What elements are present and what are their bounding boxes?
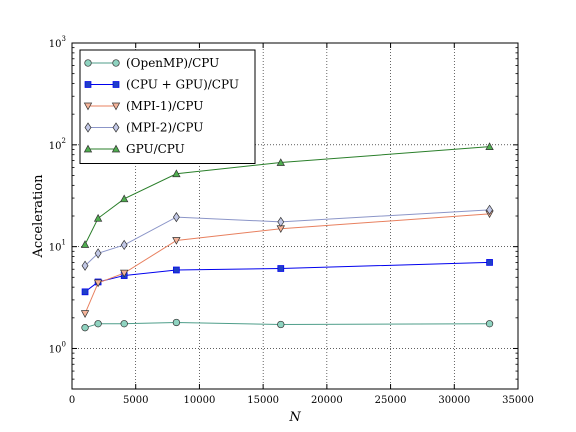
data-point	[120, 194, 129, 203]
legend-label: GPU/CPU	[126, 142, 185, 156]
x-tick-label: 10000	[184, 395, 216, 406]
data-point	[81, 324, 89, 332]
data-point	[485, 142, 494, 150]
x-tick-label: 30000	[438, 395, 470, 406]
series-line	[84, 146, 490, 245]
y-tick-exponent: 1	[62, 239, 66, 247]
data-point	[486, 204, 493, 215]
legend-item: GPU/CPU	[83, 142, 185, 156]
y-tick-exponent: 0	[62, 340, 66, 348]
data-point	[112, 59, 120, 67]
y-axis-label: Acceleration	[31, 174, 46, 259]
data-point	[80, 310, 90, 318]
x-tick-label: 20000	[311, 395, 343, 406]
data-point	[80, 240, 90, 248]
data-point	[277, 320, 285, 329]
legend-label: (CPU + GPU)/CPU	[126, 78, 239, 92]
y-tick-label: 102	[49, 137, 66, 152]
data-point	[172, 237, 181, 245]
x-tick-label: 5000	[123, 395, 148, 406]
legend-label: (MPI-2)/CPU	[126, 121, 203, 135]
series-0	[81, 318, 494, 332]
series-group	[80, 142, 494, 332]
legend: (OpenMP)/CPU (CPU + GPU)/CPU (MPI-1)/CPU (M…	[79, 49, 256, 164]
y-tick-base: 10	[49, 243, 62, 254]
y-tick-exponent: 3	[62, 35, 66, 43]
data-point	[120, 320, 128, 328]
data-point	[111, 144, 121, 153]
data-point	[94, 320, 102, 328]
series-3	[81, 204, 493, 271]
y-tick-label: 101	[49, 239, 66, 254]
y-tick-base: 10	[49, 141, 62, 152]
series-4	[80, 142, 494, 248]
data-point	[120, 269, 129, 278]
data-point	[112, 122, 120, 133]
data-point	[277, 216, 285, 228]
y-tick-base: 10	[49, 39, 62, 50]
data-point	[112, 81, 120, 88]
data-point	[84, 81, 92, 88]
legend-item: (CPU + GPU)/CPU	[84, 78, 239, 92]
series-line	[84, 261, 490, 293]
x-tick-label: 15000	[247, 395, 279, 406]
legend-item: (OpenMP)/CPU	[84, 56, 219, 70]
data-point	[172, 318, 181, 327]
legend-label: (OpenMP)/CPU	[126, 56, 219, 70]
data-point	[173, 266, 180, 274]
x-tick-label: 35000	[502, 395, 534, 406]
data-point	[83, 102, 93, 111]
x-tick-label: 25000	[375, 395, 407, 406]
data-point	[120, 239, 128, 251]
data-point	[83, 144, 93, 153]
data-point	[277, 265, 285, 272]
x-tick-label: 0	[69, 395, 75, 406]
legend-box	[79, 49, 256, 164]
data-point	[81, 288, 89, 296]
data-point	[276, 158, 285, 166]
y-tick-label: 100	[49, 340, 66, 355]
data-point	[93, 213, 103, 222]
data-point	[81, 260, 89, 271]
series-line	[84, 321, 490, 329]
data-point	[84, 122, 92, 133]
series-2	[80, 210, 494, 318]
y-tick-exponent: 2	[62, 137, 66, 145]
axis-ticks: 0 5000 10000 15000 20000 25000 30000 3500010010…	[49, 35, 534, 406]
series-line	[84, 213, 490, 314]
data-point	[485, 320, 494, 328]
series-line	[84, 209, 490, 267]
data-point	[84, 59, 92, 67]
data-point	[93, 279, 103, 288]
legend-item: (MPI-2)/CPU	[84, 121, 203, 135]
legend-item: (MPI-1)/CPU	[83, 99, 203, 113]
data-point	[94, 248, 102, 259]
series-1	[81, 259, 493, 296]
data-point	[111, 102, 121, 111]
data-point	[172, 169, 181, 178]
x-axis-label: N	[288, 410, 301, 425]
data-point	[172, 211, 180, 223]
legend-label: (MPI-1)/CPU	[126, 99, 203, 113]
y-tick-label: 103	[49, 35, 66, 50]
data-point	[486, 259, 493, 266]
y-tick-base: 10	[49, 344, 62, 355]
